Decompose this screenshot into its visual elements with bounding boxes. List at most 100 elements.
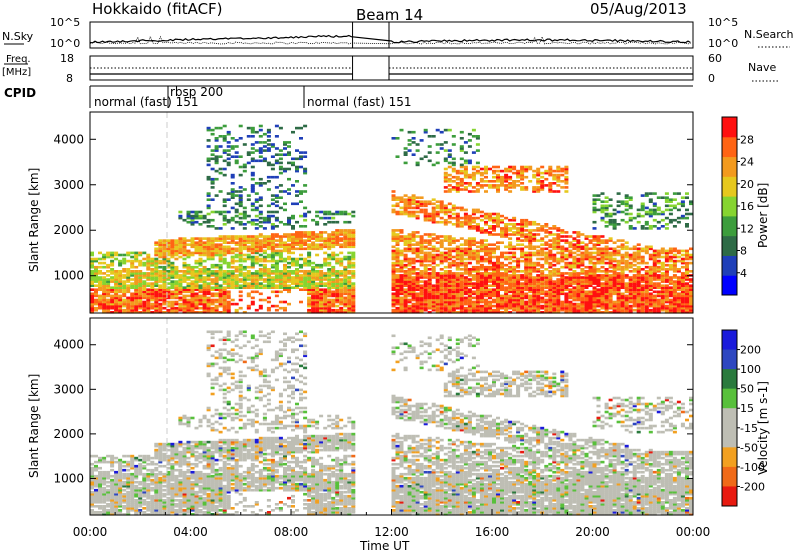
power-cell: [278, 157, 283, 161]
power-cell: [532, 235, 537, 238]
power-cell: [451, 241, 456, 244]
power-cell: [644, 308, 649, 312]
power-cell: [664, 259, 669, 263]
power-cell: [664, 251, 669, 255]
power-cell: [544, 261, 549, 265]
power-cell: [568, 249, 573, 253]
power-cell: [262, 241, 267, 244]
power-cell: [604, 298, 609, 302]
power-cell: [114, 251, 119, 255]
power-cell: [540, 298, 545, 302]
power-cell: [403, 194, 408, 197]
power-cell: [399, 268, 404, 271]
power-cell: [395, 259, 400, 263]
power-cell: [287, 247, 291, 251]
power-cell: [150, 288, 155, 291]
power-cell: [415, 247, 420, 251]
power-cell: [576, 311, 581, 314]
power-cell: [455, 278, 460, 281]
power-cell: [664, 306, 669, 310]
power-cell: [315, 272, 320, 275]
power-cell: [512, 167, 517, 171]
power-cell: [648, 225, 653, 228]
power-cell: [270, 235, 275, 238]
power-cell: [584, 296, 589, 300]
nsky-panel: N.Sky 10^5 10^0 10^5 10^0 N.Search: [2, 16, 794, 50]
power-cell: [246, 245, 251, 249]
power-cell: [484, 268, 488, 271]
power-cell: [110, 272, 115, 275]
power-cell: [166, 294, 171, 298]
power-cell: [102, 286, 107, 289]
power-cell: [182, 304, 187, 308]
power-cell: [126, 300, 131, 304]
power-cell: [351, 214, 356, 218]
power-cell: [423, 265, 428, 269]
power-cell: [632, 296, 637, 300]
power-cell: [604, 286, 609, 289]
power-cell: [303, 282, 308, 285]
power-cell: [471, 292, 476, 296]
power-cell: [580, 306, 585, 310]
power-cell: [262, 272, 267, 275]
power-cell: [628, 282, 633, 285]
power-cell: [463, 311, 468, 314]
power-cell: [166, 290, 171, 294]
power-cell: [222, 149, 227, 152]
power-cell: [222, 302, 227, 306]
power-cell: [608, 286, 613, 289]
power-cell: [403, 282, 408, 285]
power-cell: [134, 253, 139, 257]
power-cell: [608, 284, 613, 287]
power-cell: [226, 280, 231, 283]
power-cell: [210, 218, 215, 222]
power-cell: [640, 194, 645, 197]
power-cell: [162, 245, 167, 249]
power-cell: [419, 139, 424, 142]
power-cell: [343, 304, 348, 308]
power-cell: [540, 304, 545, 308]
power-cell: [134, 272, 139, 275]
power-cell: [524, 225, 529, 228]
power-cell: [126, 306, 131, 310]
power-cell: [222, 261, 227, 265]
power-cell: [218, 296, 223, 300]
power-cell: [154, 302, 159, 306]
power-cell: [218, 288, 223, 291]
power-cell: [504, 272, 509, 275]
power-cell: [254, 141, 259, 144]
power-cell: [540, 239, 545, 242]
power-cell: [620, 274, 625, 277]
power-cell: [403, 302, 408, 306]
power-cell: [266, 280, 271, 283]
power-cell: [126, 311, 131, 314]
power-cell: [447, 270, 452, 273]
power-cell: [315, 235, 320, 238]
power-cell: [391, 229, 396, 232]
power-cell: [158, 294, 163, 298]
power-cell: [447, 149, 452, 152]
power-cell: [407, 200, 412, 203]
power-cell: [395, 263, 400, 267]
power-cell: [435, 247, 440, 251]
power-cell: [407, 204, 412, 208]
power-cell: [230, 298, 235, 302]
power-cell: [471, 311, 476, 314]
power-cell: [122, 304, 127, 308]
power-cell: [162, 284, 167, 287]
power-cell: [319, 274, 324, 277]
power-cell: [612, 284, 617, 287]
power-cell: [524, 292, 529, 296]
power-cell: [311, 286, 316, 289]
power-cell: [475, 284, 480, 287]
power-cell: [238, 268, 243, 271]
power-cell: [471, 257, 476, 261]
power-cell: [283, 265, 287, 269]
power-cell: [274, 196, 279, 199]
power-cell: [552, 169, 557, 173]
power-cell: [262, 227, 267, 230]
power-cell: [274, 186, 279, 189]
power-cell: [226, 270, 231, 273]
power-cell: [636, 284, 641, 287]
power-cell: [455, 182, 460, 185]
